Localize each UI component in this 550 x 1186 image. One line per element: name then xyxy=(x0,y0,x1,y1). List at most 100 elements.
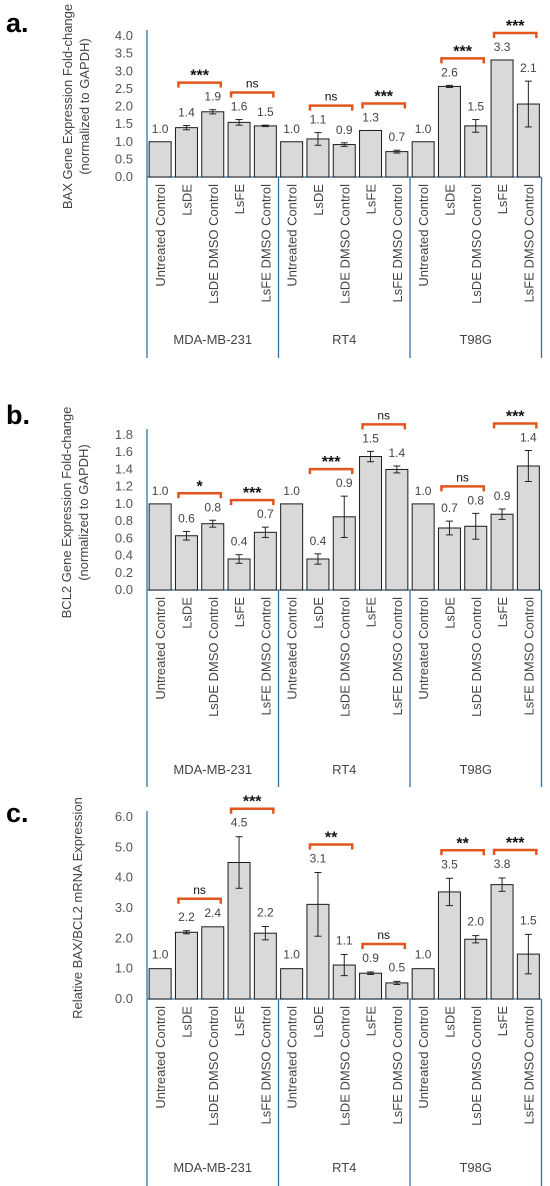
category-label: LsFE xyxy=(364,1006,379,1037)
data-label: 0.6 xyxy=(178,511,195,525)
y-tick-label: 1.6 xyxy=(115,444,133,459)
significance-label: *** xyxy=(506,409,525,426)
bar xyxy=(385,151,409,178)
bar xyxy=(464,125,488,178)
data-label: 1.5 xyxy=(362,431,379,445)
y-tick-label: 0.5 xyxy=(115,151,133,166)
significance-bracket xyxy=(308,467,354,475)
data-label: 0.9 xyxy=(362,951,379,965)
significance-label: *** xyxy=(243,794,262,811)
y-axis-title: BAX Gene Expression Fold-change xyxy=(60,4,75,209)
category-label: LsDE xyxy=(442,597,457,629)
significance-label: *** xyxy=(506,18,525,35)
y-tick-label: 6.0 xyxy=(115,809,133,824)
bar xyxy=(359,129,383,178)
y-axis-title: Relative BAX/BCL2 mRNA Expression xyxy=(70,797,85,1019)
category-label: LsDE DMSO Control xyxy=(337,597,352,717)
category-label: LsFE DMSO Control xyxy=(258,597,273,716)
bar xyxy=(359,972,383,1000)
significance-bracket xyxy=(361,423,407,430)
data-label: 1.4 xyxy=(178,106,195,120)
category-label: Untreated Control xyxy=(416,184,431,287)
significance-bracket xyxy=(361,102,407,109)
data-label: 1.5 xyxy=(467,100,484,114)
group-label: T98G xyxy=(459,1160,492,1175)
data-label: 0.4 xyxy=(310,534,327,548)
data-label: 2.4 xyxy=(204,906,221,920)
data-label: 0.7 xyxy=(257,507,274,521)
data-label: 3.5 xyxy=(441,857,458,871)
data-label: 1.3 xyxy=(362,110,379,124)
category-label: LsDE DMSO Control xyxy=(469,184,484,304)
data-label: 1.0 xyxy=(152,122,169,136)
data-label: 1.6 xyxy=(231,100,248,114)
bar xyxy=(516,465,540,591)
category-label: LsDE xyxy=(179,184,194,216)
significance-label: ns xyxy=(377,408,390,422)
bax-chart: BAX Gene Expression Fold-change (normaliz… xyxy=(60,4,543,358)
significance-bracket xyxy=(361,942,407,950)
data-label: 2.0 xyxy=(467,915,484,929)
data-label: 0.7 xyxy=(389,130,406,144)
y-tick-label: 1.0 xyxy=(115,496,133,511)
category-label: LsDE DMSO Control xyxy=(469,597,484,717)
data-label: 1.9 xyxy=(204,90,221,104)
category-label: Untreated Control xyxy=(416,1006,431,1109)
bar xyxy=(148,141,172,178)
group-label: RT4 xyxy=(332,762,356,777)
bar xyxy=(148,503,172,591)
category-label: LsFE xyxy=(495,597,510,628)
bar xyxy=(411,141,435,178)
category-label: LsFE xyxy=(495,1006,510,1037)
data-label: 1.0 xyxy=(152,484,169,498)
y-tick-label: 0.0 xyxy=(115,169,133,184)
panel-label: c. xyxy=(6,798,29,828)
panel-b: b. BCL2 Gene Expression Fold-change (norm… xyxy=(0,392,550,787)
category-label: LsFE DMSO Control xyxy=(521,184,536,303)
bar xyxy=(280,503,304,591)
data-label: 1.1 xyxy=(310,113,327,127)
bar xyxy=(332,144,356,178)
bar xyxy=(253,531,277,591)
data-label: 3.1 xyxy=(310,852,327,866)
group-label: RT4 xyxy=(332,1160,356,1175)
category-label: LsFE DMSO Control xyxy=(390,1006,405,1125)
data-label: 2.1 xyxy=(520,61,537,75)
category-label: LsDE xyxy=(311,597,326,629)
data-label: 0.9 xyxy=(336,476,353,490)
significance-bracket xyxy=(177,897,222,904)
category-label: LsFE xyxy=(232,1006,247,1037)
significance-bracket xyxy=(492,422,538,429)
data-label: 3.3 xyxy=(494,40,511,54)
data-label: 4.5 xyxy=(231,816,248,830)
category-label: LsDE DMSO Control xyxy=(469,1006,484,1126)
significance-bracket xyxy=(177,492,222,499)
category-label: Untreated Control xyxy=(285,184,300,287)
bax-bcl2-ratio-chart: Relative BAX/BCL2 mRNA Expression 0.0 1.0 2… xyxy=(70,794,543,1186)
significance-bracket xyxy=(440,849,485,856)
category-label: LsFE DMSO Control xyxy=(521,1006,536,1125)
category-label: LsDE xyxy=(311,1006,326,1038)
y-tick-label: 0.0 xyxy=(115,582,133,597)
group-label: T98G xyxy=(459,332,492,347)
significance-label: *** xyxy=(506,835,525,852)
bar xyxy=(201,523,225,591)
bar xyxy=(201,926,225,1000)
y-axis-title: (normalized to GAPDH) xyxy=(77,38,92,175)
data-label: 1.0 xyxy=(283,484,300,498)
data-label: 1.0 xyxy=(283,948,300,962)
panel-c: c. Relative BAX/BCL2 mRNA Expression 0.0 1… xyxy=(0,790,550,1186)
panel-label: a. xyxy=(6,8,29,38)
significance-label: *** xyxy=(190,68,209,85)
y-tick-label: 3.0 xyxy=(115,900,133,915)
y-tick-label: 3.0 xyxy=(115,63,133,78)
bar xyxy=(174,535,198,591)
significance-bracket xyxy=(440,485,485,492)
category-label: LsDE xyxy=(311,184,326,216)
category-label: Untreated Control xyxy=(153,1006,168,1109)
bar xyxy=(437,527,461,591)
y-tick-label: 0.4 xyxy=(115,548,133,563)
bar xyxy=(174,931,198,1000)
significance-label: *** xyxy=(243,485,262,502)
bar xyxy=(490,59,514,178)
